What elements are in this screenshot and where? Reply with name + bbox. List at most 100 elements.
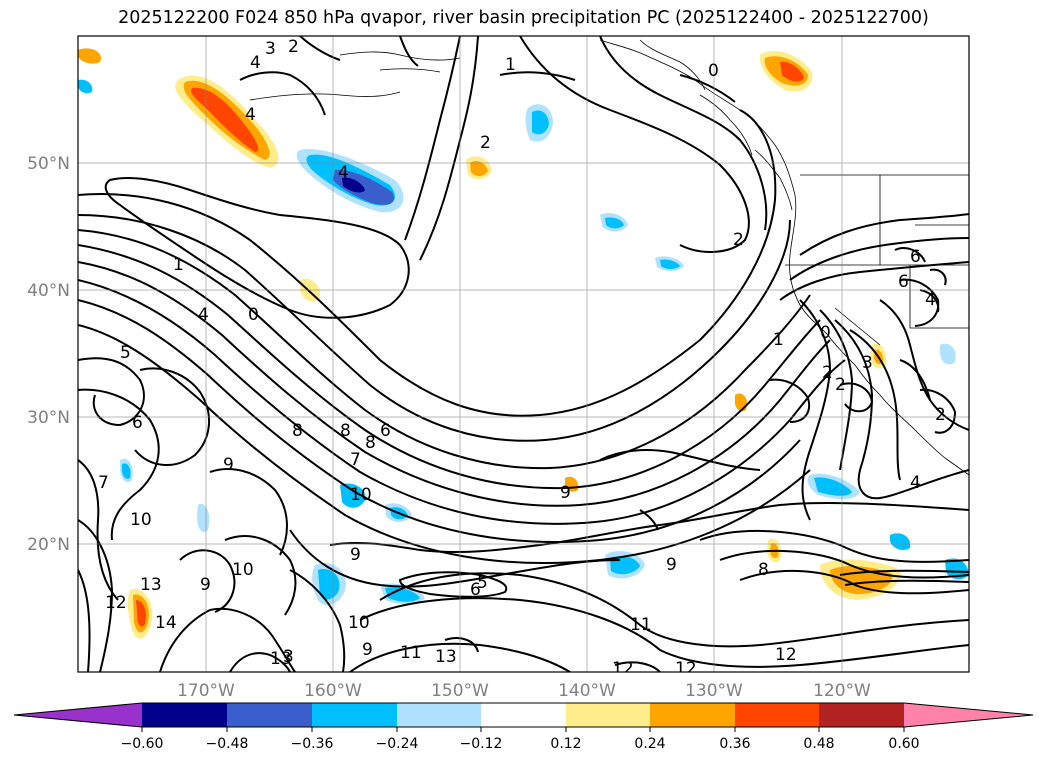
contour-label: 1	[505, 55, 516, 75]
contour-label: 2	[835, 375, 846, 395]
map-frame	[77, 35, 970, 673]
colorbar-tick-label: 0.36	[719, 736, 750, 752]
contour-label: 9	[223, 455, 234, 475]
contour-label: 12	[612, 659, 634, 679]
contour-label: 10	[130, 510, 152, 530]
colorbar-tick-label: −0.36	[291, 736, 334, 752]
precip-patch	[318, 569, 340, 600]
contour-label: 4	[338, 163, 349, 183]
lon-label: 130°W	[685, 681, 743, 701]
contour-label: 8	[365, 433, 376, 453]
contour-label: 11	[400, 643, 422, 663]
colorbar-tick-label: 0.24	[634, 736, 665, 752]
colorbar-extend-left	[14, 703, 142, 727]
contour-label: 11	[630, 615, 652, 635]
state-borders	[785, 174, 969, 346]
contour-label: 13	[270, 649, 292, 669]
colorbar-segment	[819, 703, 904, 727]
contour-label: 10	[232, 560, 254, 580]
lat-label: 20°N	[27, 535, 70, 555]
colorbar-segment	[142, 703, 227, 727]
colorbar-ticks: −0.60 −0.48 −0.36 −0.24 −0.12 0.12 0.24 …	[121, 727, 920, 752]
lon-label: 160°W	[304, 681, 362, 701]
contour-label: 2	[733, 230, 744, 250]
contour-label: 2	[935, 405, 946, 425]
contour-label: 0	[708, 61, 719, 81]
colorbar-segment	[735, 703, 819, 727]
contour-label: 10	[348, 613, 370, 633]
colorbar-tick-label: −0.60	[121, 736, 164, 752]
precip-patch	[890, 533, 911, 551]
contour-label: 7	[98, 473, 109, 493]
contour-label: 6	[470, 580, 481, 600]
precip-patch	[385, 587, 420, 602]
lon-label: 150°W	[431, 681, 489, 701]
precip-patch	[122, 463, 131, 479]
precip-patch	[191, 87, 259, 152]
contour-label: 4	[910, 473, 921, 493]
contour-label: 6	[132, 413, 143, 433]
colorbar-tick-label: 0.12	[550, 736, 581, 752]
precip-patch	[940, 343, 956, 365]
colorbar-segment	[481, 703, 566, 727]
contour-label: 9	[560, 483, 571, 503]
precip-patch	[945, 558, 969, 580]
precip-patch	[342, 177, 365, 193]
contour-label: 4	[198, 305, 209, 325]
contour-label: 9	[200, 575, 211, 595]
precip-patch	[78, 79, 93, 94]
contour-label: 0	[248, 305, 259, 325]
precip-patch	[470, 160, 488, 177]
contour-label: 8	[340, 421, 351, 441]
colorbar-tick-label: −0.12	[460, 736, 503, 752]
map-content: 4 3 2 1 0 2 2 4 4 1 0 5 6 8 8 8 7 6 9 7 …	[78, 36, 969, 679]
contour-label: 13	[435, 647, 457, 667]
contour-label: 1	[773, 330, 784, 350]
lat-label: 40°N	[27, 281, 70, 301]
contour-label: 3	[283, 647, 294, 667]
colorbar: −0.60 −0.48 −0.36 −0.24 −0.12 0.12 0.24 …	[13, 702, 1034, 752]
lat-label: 30°N	[27, 408, 70, 428]
contour-label: 2	[822, 363, 833, 383]
contour-labels: 4 3 2 1 0 2 2 4 4 1 0 5 6 8 8 8 7 6 9 7 …	[98, 37, 946, 679]
contour-label: 6	[910, 247, 921, 267]
contour-label: 4	[245, 105, 256, 125]
contour-label: 10	[350, 485, 372, 505]
colorbar-tick-label: −0.24	[376, 736, 419, 752]
contour-label: 9	[350, 545, 361, 565]
lon-label: 170°W	[177, 681, 235, 701]
coastline	[249, 39, 969, 476]
contour-label: 13	[140, 575, 162, 595]
gridlines	[78, 36, 969, 672]
contour-label: 8	[292, 421, 303, 441]
latitude-labels: 50°N 40°N 30°N 20°N	[27, 154, 70, 555]
colorbar-segment	[650, 703, 735, 727]
lon-label: 140°W	[558, 681, 616, 701]
contour-label: 6	[380, 421, 391, 441]
lat-label: 50°N	[27, 154, 70, 174]
contour-label: 12	[775, 645, 797, 665]
longitude-labels: 170°W 160°W 150°W 140°W 130°W 120°W	[177, 681, 871, 701]
contour-label: 4	[250, 53, 261, 73]
colorbar-segment	[227, 703, 312, 727]
contour-label: 4	[925, 290, 936, 310]
precip-patch	[340, 483, 366, 508]
contour-label: 12	[105, 593, 127, 613]
precip-patch	[136, 600, 146, 627]
colorbar-tick-label: −0.48	[206, 736, 249, 752]
colorbar-segment	[397, 703, 481, 727]
precip-patch	[78, 48, 101, 64]
colorbar-tick-label: 0.60	[888, 736, 919, 752]
contour-label: 5	[477, 573, 488, 593]
colorbar-segment	[312, 703, 397, 727]
precip-patch	[605, 217, 624, 229]
precip-patch	[532, 110, 549, 135]
colorbar-segment	[566, 703, 650, 727]
contour-label: 8	[758, 560, 769, 580]
contour-label: 3	[862, 353, 873, 373]
chart-title: 2025122200 F024 850 hPa qvapor, river ba…	[118, 8, 929, 28]
contour-label: 12	[675, 659, 697, 679]
contour-label: 9	[362, 640, 373, 660]
precip-patches	[78, 48, 969, 639]
precip-patch	[780, 61, 804, 82]
